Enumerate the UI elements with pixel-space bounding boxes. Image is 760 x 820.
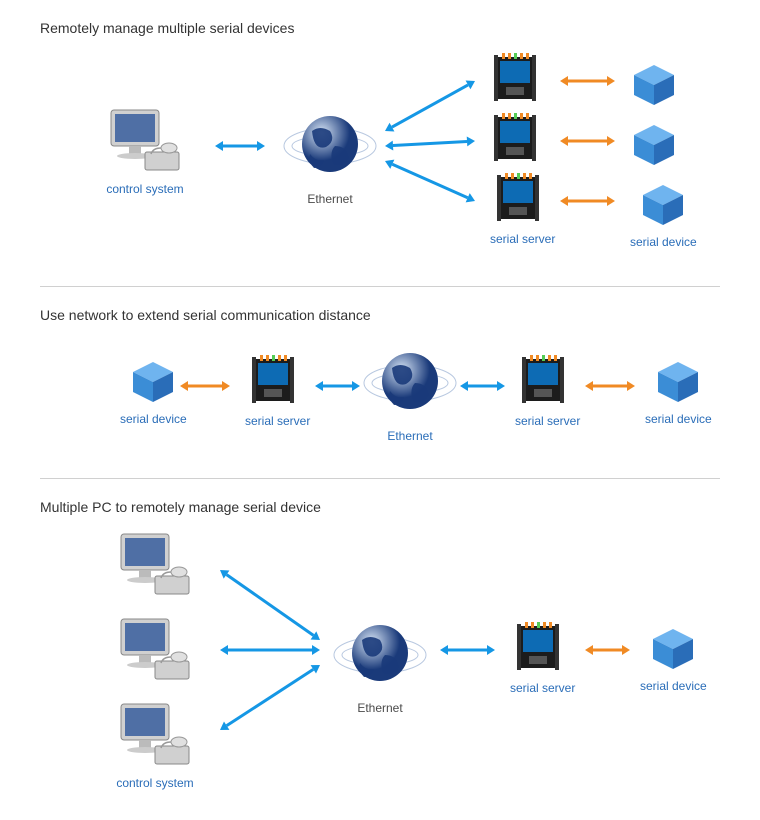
globe-icon <box>330 615 430 695</box>
srv2-node <box>490 111 550 166</box>
cubeR-label: serial device <box>645 412 712 426</box>
globe-node: Ethernet <box>330 615 430 715</box>
serial-server-icon <box>245 353 310 408</box>
computer-icon <box>115 700 195 770</box>
srvR-node: serial server <box>515 353 580 428</box>
srv1-node <box>490 51 550 106</box>
srv3-node: serial server <box>490 171 555 246</box>
srvL-node: serial server <box>245 353 310 428</box>
section-remote-manage: Remotely manage multiple serial devices <box>40 20 720 266</box>
cube3-node: serial device <box>630 181 697 249</box>
pc3-node: control system <box>115 700 195 790</box>
computer-icon <box>115 615 195 685</box>
globe-label: Ethernet <box>280 192 380 206</box>
serial-server-icon <box>490 51 550 106</box>
globe-icon <box>280 106 380 186</box>
globe-label: Ethernet <box>330 701 430 715</box>
serial-server-icon <box>490 171 555 226</box>
section1-title: Remotely manage multiple serial devices <box>40 20 720 36</box>
globe-node: Ethernet <box>280 106 380 206</box>
cube1-node <box>630 61 678 109</box>
diagram-3: control system Ethernet serial server se… <box>40 530 720 790</box>
cube-label: serial device <box>640 679 707 693</box>
pc3-label: control system <box>115 776 195 790</box>
cubeL-label: serial device <box>120 412 187 426</box>
serial-server-icon <box>490 111 550 166</box>
globe-icon <box>360 343 460 423</box>
pc2-node <box>115 615 195 685</box>
cube3-label: serial device <box>630 235 697 249</box>
srv-node: serial server <box>510 620 575 695</box>
srvL-label: serial server <box>245 414 310 428</box>
computer-icon <box>115 530 195 600</box>
pc1-node <box>115 530 195 600</box>
divider-1 <box>40 286 720 287</box>
serial-server-icon <box>515 353 580 408</box>
srv3-label: serial server <box>490 232 555 246</box>
section2-title: Use network to extend serial communicati… <box>40 307 720 323</box>
section-extend-distance: Use network to extend serial communicati… <box>40 307 720 458</box>
srv-label: serial server <box>510 681 575 695</box>
cube-icon <box>640 625 707 673</box>
section-multiple-pc: Multiple PC to remotely manage serial de… <box>40 499 720 790</box>
computer-icon <box>105 106 185 176</box>
pc-node: control system <box>105 106 185 196</box>
divider-2 <box>40 478 720 479</box>
cubeL-node: serial device <box>120 358 187 426</box>
globe-label: Ethernet <box>360 429 460 443</box>
serial-server-icon <box>510 620 575 675</box>
globe-node: Ethernet <box>360 343 460 443</box>
cube-icon <box>645 358 712 406</box>
cube-icon <box>120 358 187 406</box>
diagram-2: serial device serial server Ethernet ser… <box>40 338 720 458</box>
srvR-label: serial server <box>515 414 580 428</box>
cube2-node <box>630 121 678 169</box>
cube-icon <box>630 121 678 169</box>
cube-icon <box>630 61 678 109</box>
cube-node: serial device <box>640 625 707 693</box>
section3-title: Multiple PC to remotely manage serial de… <box>40 499 720 515</box>
cubeR-node: serial device <box>645 358 712 426</box>
cube-icon <box>630 181 697 229</box>
pc-label: control system <box>105 182 185 196</box>
diagram-1: control system Ethernet <box>40 51 720 266</box>
